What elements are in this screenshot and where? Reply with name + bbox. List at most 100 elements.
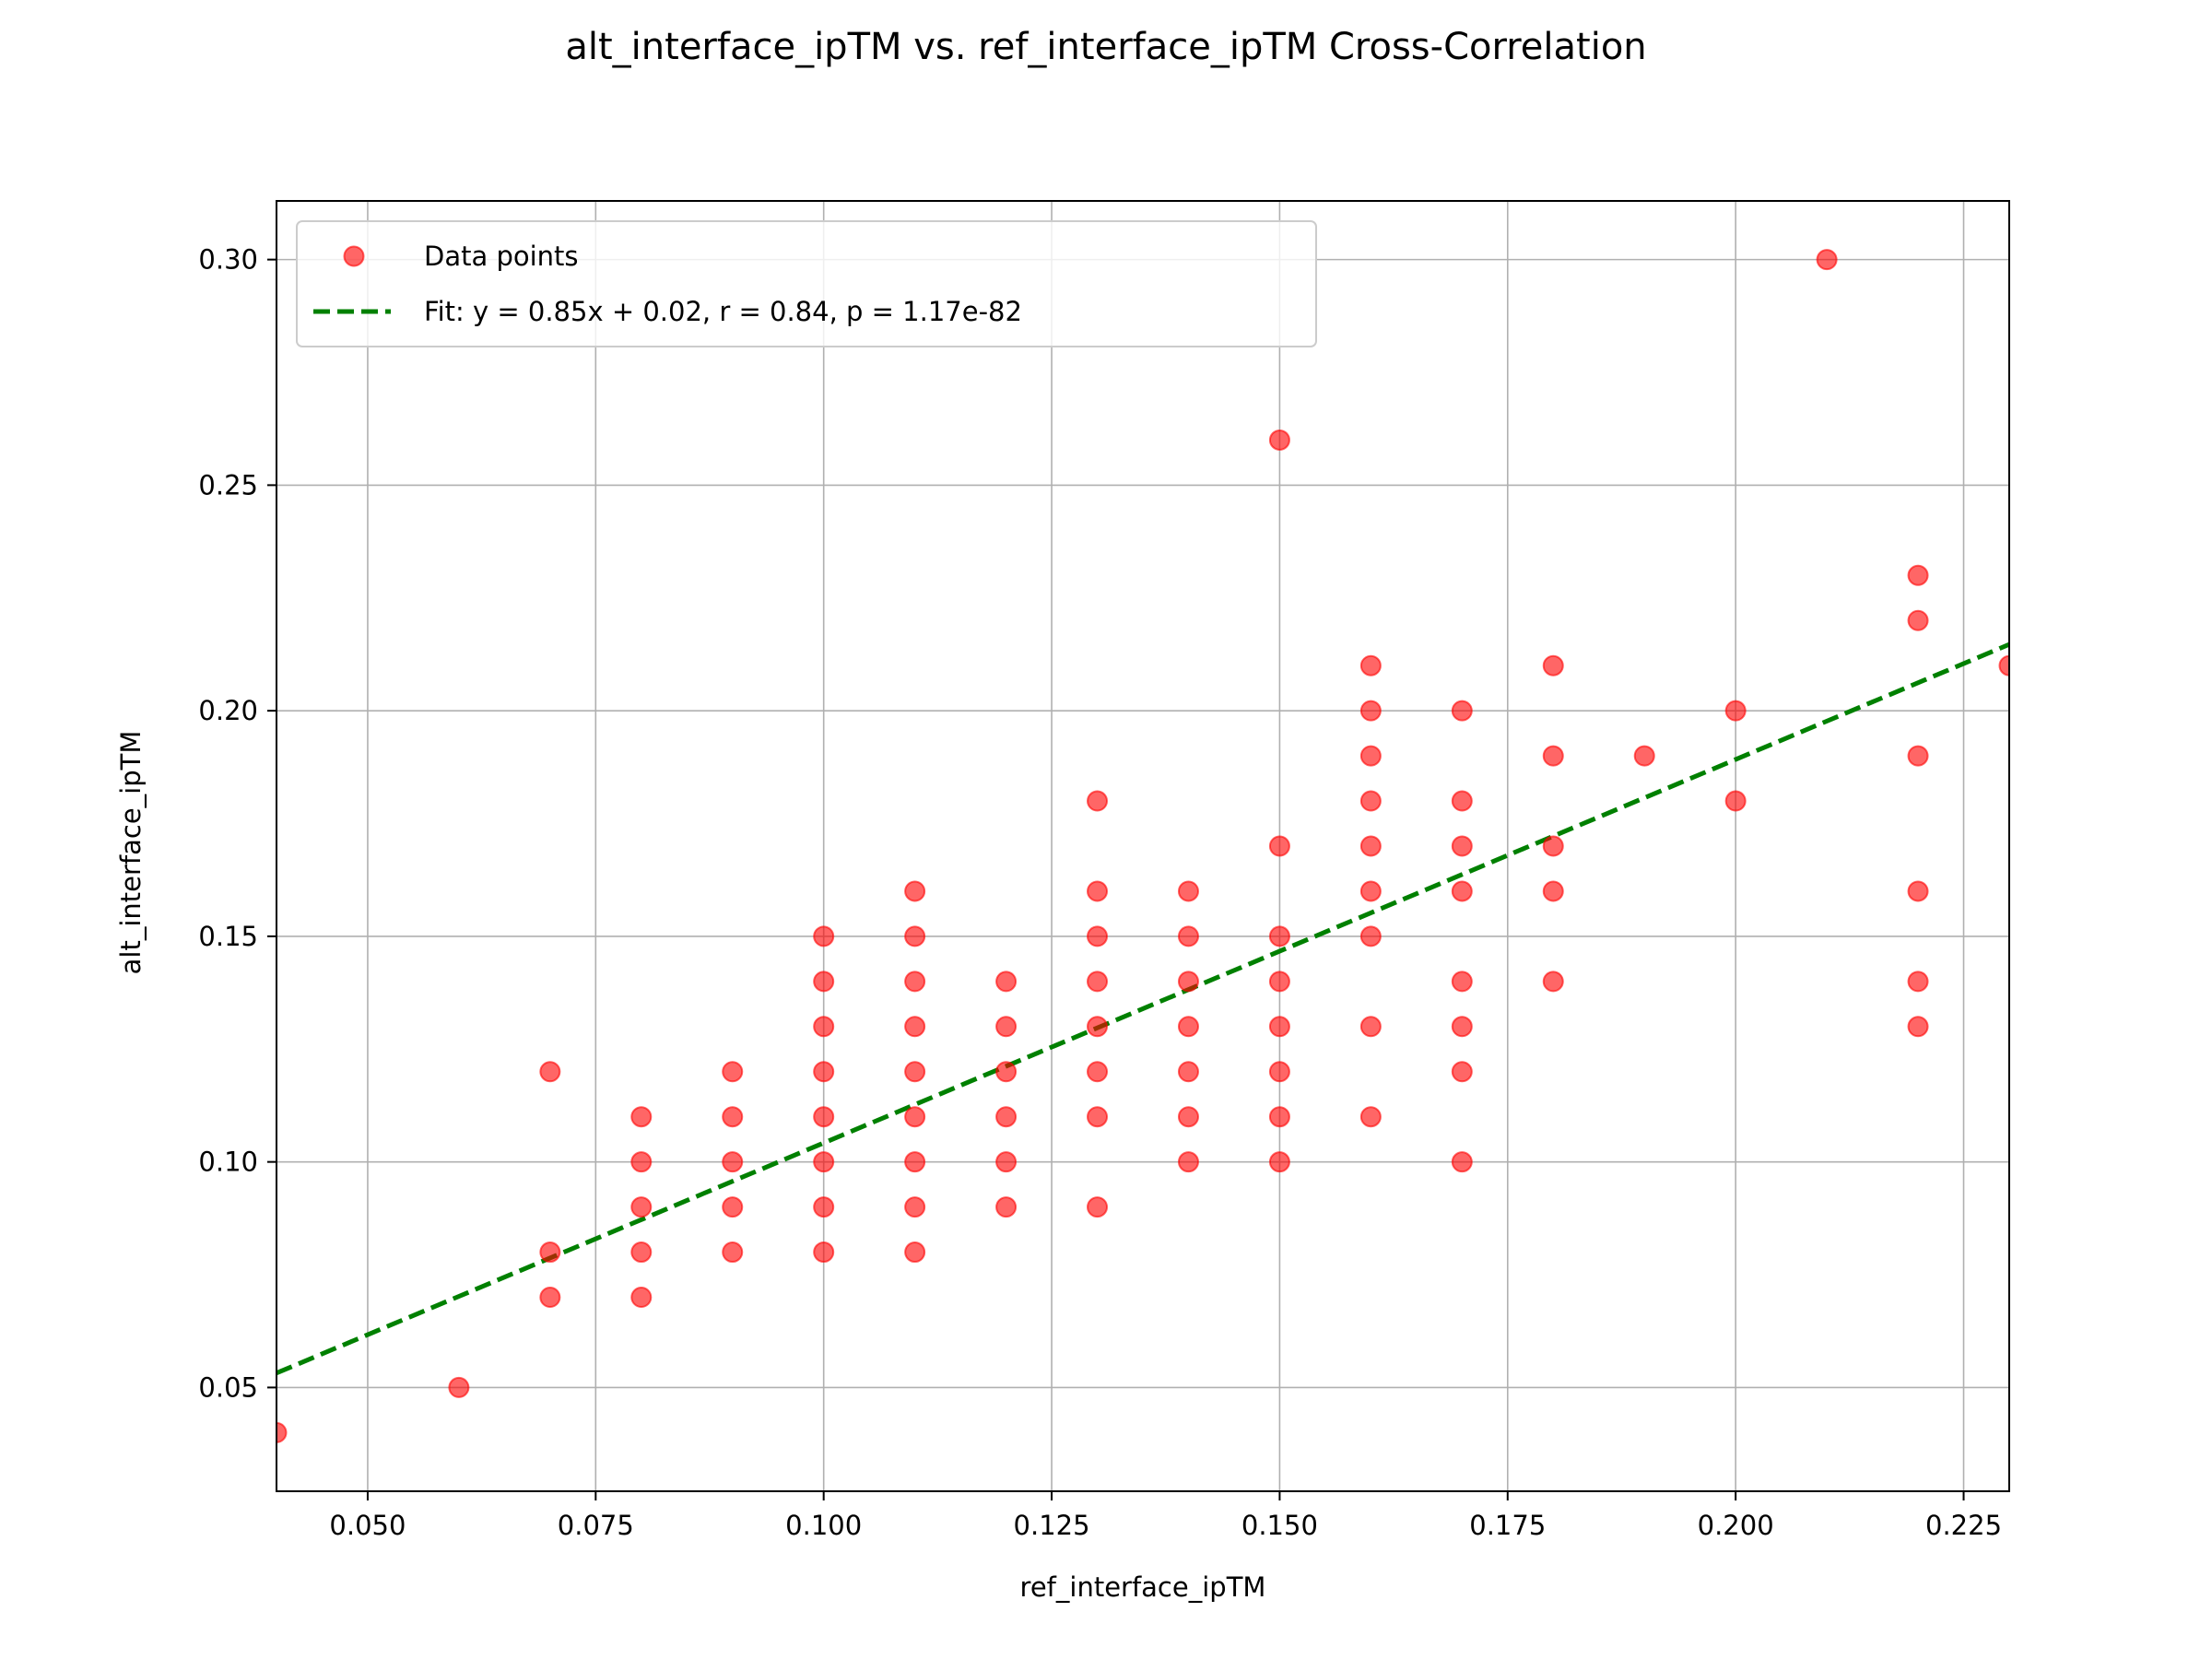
data-point [1451,880,1473,902]
data-point [1087,1196,1109,1218]
data-point [1451,790,1473,812]
data-point [1359,700,1382,722]
data-point [904,880,926,902]
x-tick-label: 0.200 [1698,1510,1774,1541]
data-point [1268,1061,1290,1083]
data-point [1268,971,1290,993]
data-point [1087,1061,1109,1083]
data-point [1268,1151,1290,1173]
y-axis-label: alt_interface_ipTM [115,730,147,975]
y-tick-label: 0.20 [198,695,258,726]
data-point [1359,790,1382,812]
data-point [1087,1016,1109,1038]
data-point [1998,654,2009,677]
legend-label-fit: Fit: y = 0.85x + 0.02, r = 0.84, p = 1.1… [424,296,1022,327]
data-point [1268,429,1290,451]
data-point [1451,700,1473,722]
y-tick-label: 0.30 [198,244,258,276]
data-point [1087,880,1109,902]
data-point [1359,654,1382,677]
data-point [722,1106,744,1128]
data-point [1359,880,1382,902]
data-point [1542,971,1564,993]
data-point [904,1061,926,1083]
data-point [1087,1106,1109,1128]
data-point [1177,1016,1199,1038]
data-point [539,1061,561,1083]
data-point [813,1151,835,1173]
x-tick-label: 0.075 [558,1510,634,1541]
data-point [1451,971,1473,993]
data-point [813,925,835,947]
data-point [813,1241,835,1264]
data-point [1907,1016,1929,1038]
data-point [1359,925,1382,947]
data-point [813,1196,835,1218]
data-point [1907,971,1929,993]
data-point [1177,1106,1199,1128]
data-point [1907,880,1929,902]
x-tick-label: 0.225 [1925,1510,2002,1541]
data-point [813,1016,835,1038]
data-point [1451,1061,1473,1083]
data-point [1724,790,1747,812]
data-point [904,971,926,993]
data-point [1633,745,1655,767]
data-point [904,925,926,947]
y-tick-label: 0.10 [198,1147,258,1178]
data-point [904,1016,926,1038]
legend-box [296,220,1317,347]
legend-marker-points [343,245,365,267]
data-point [722,1241,744,1264]
data-point [995,1016,1018,1038]
y-tick-label: 0.15 [198,921,258,952]
data-point [1359,835,1382,857]
x-axis-label: ref_interface_ipTM [1019,1571,1266,1603]
data-point [995,1061,1018,1083]
data-point [1268,925,1290,947]
data-point [1451,835,1473,857]
data-point [539,1287,561,1309]
data-point [813,1106,835,1128]
data-point [995,1106,1018,1128]
data-point [630,1241,653,1264]
data-point [1087,790,1109,812]
data-point [1907,564,1929,586]
data-point [1177,1151,1199,1173]
data-point [630,1287,653,1309]
data-point [904,1196,926,1218]
legend: Data points Fit: y = 0.85x + 0.02, r = 0.… [296,220,1317,347]
data-point [448,1376,470,1398]
data-point [1177,1061,1199,1083]
x-tick-label: 0.125 [1014,1510,1090,1541]
data-point [630,1151,653,1173]
data-point [722,1196,744,1218]
legend-label-points: Data points [424,241,579,272]
data-point [722,1151,744,1173]
y-tick-label: 0.25 [198,469,258,500]
grid-lines [276,201,2009,1491]
data-point [1177,971,1199,993]
fit-line-layer [276,641,2009,1376]
data-point [995,1151,1018,1173]
data-point [1268,835,1290,857]
data-point [1359,1016,1382,1038]
data-point [1268,1016,1290,1038]
data-point [1087,925,1109,947]
data-point [1177,880,1199,902]
data-point [1907,609,1929,631]
x-tick-label: 0.050 [329,1510,406,1541]
data-point [630,1196,653,1218]
data-point [904,1241,926,1264]
data-point [1816,249,1838,271]
x-tick-label: 0.175 [1469,1510,1546,1541]
data-point [1359,745,1382,767]
data-point [1359,1106,1382,1128]
data-point [630,1106,653,1128]
fit-line [276,641,2009,1376]
data-point [904,1151,926,1173]
data-point [276,1421,288,1443]
data-point [1451,1016,1473,1038]
